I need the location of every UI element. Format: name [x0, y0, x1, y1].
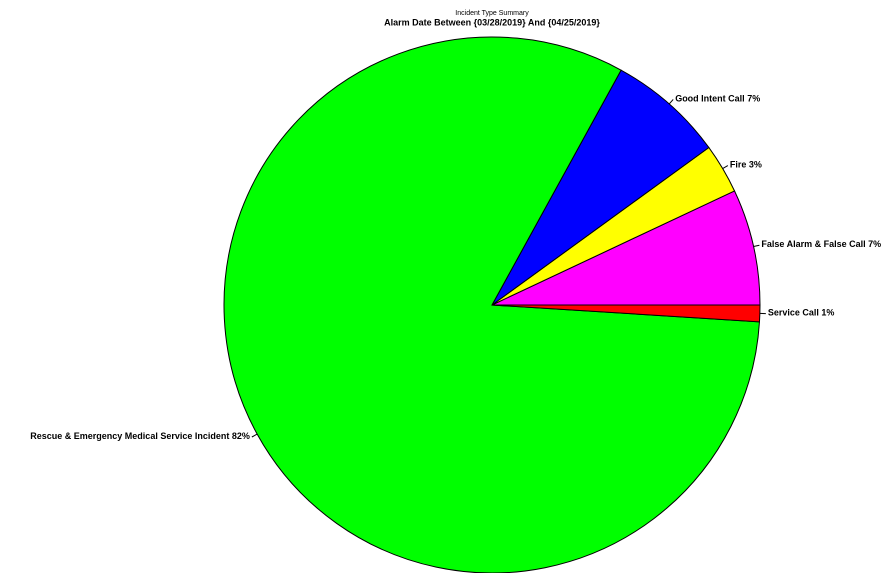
leader-line	[722, 165, 729, 170]
chart-title: Incident Type Summary	[455, 10, 529, 17]
slice-value-label: 82%	[232, 431, 250, 441]
slice-name: Good Intent Call	[675, 94, 745, 104]
leader-line	[753, 244, 760, 248]
slice-label: Service Call 1%	[768, 308, 835, 318]
pie-slice	[491, 190, 761, 306]
slice-name: Rescue & Emergency Medical Service Incid…	[30, 431, 229, 441]
slice-label: Rescue & Emergency Medical Service Incid…	[30, 431, 250, 441]
slice-name: Service Call	[768, 308, 819, 318]
slice-value-label: 3%	[749, 160, 762, 170]
slice-value-label: 7%	[747, 94, 760, 104]
slice-label: Good Intent Call 7%	[675, 94, 760, 104]
leader-line	[251, 433, 258, 438]
slice-name: Fire	[730, 160, 747, 170]
slice-value-label: 7%	[868, 240, 881, 250]
pie-slice	[491, 304, 761, 323]
chart-subtitle: Alarm Date Between {03/28/2019} And {04/…	[384, 17, 600, 27]
slice-label: False Alarm & False Call 7%	[761, 240, 881, 250]
slice-name: False Alarm & False Call	[761, 240, 865, 250]
pie-slice	[491, 69, 710, 306]
slice-label: Fire 3%	[730, 160, 762, 170]
slice-value-label: 1%	[821, 308, 834, 318]
leader-line	[668, 99, 674, 105]
